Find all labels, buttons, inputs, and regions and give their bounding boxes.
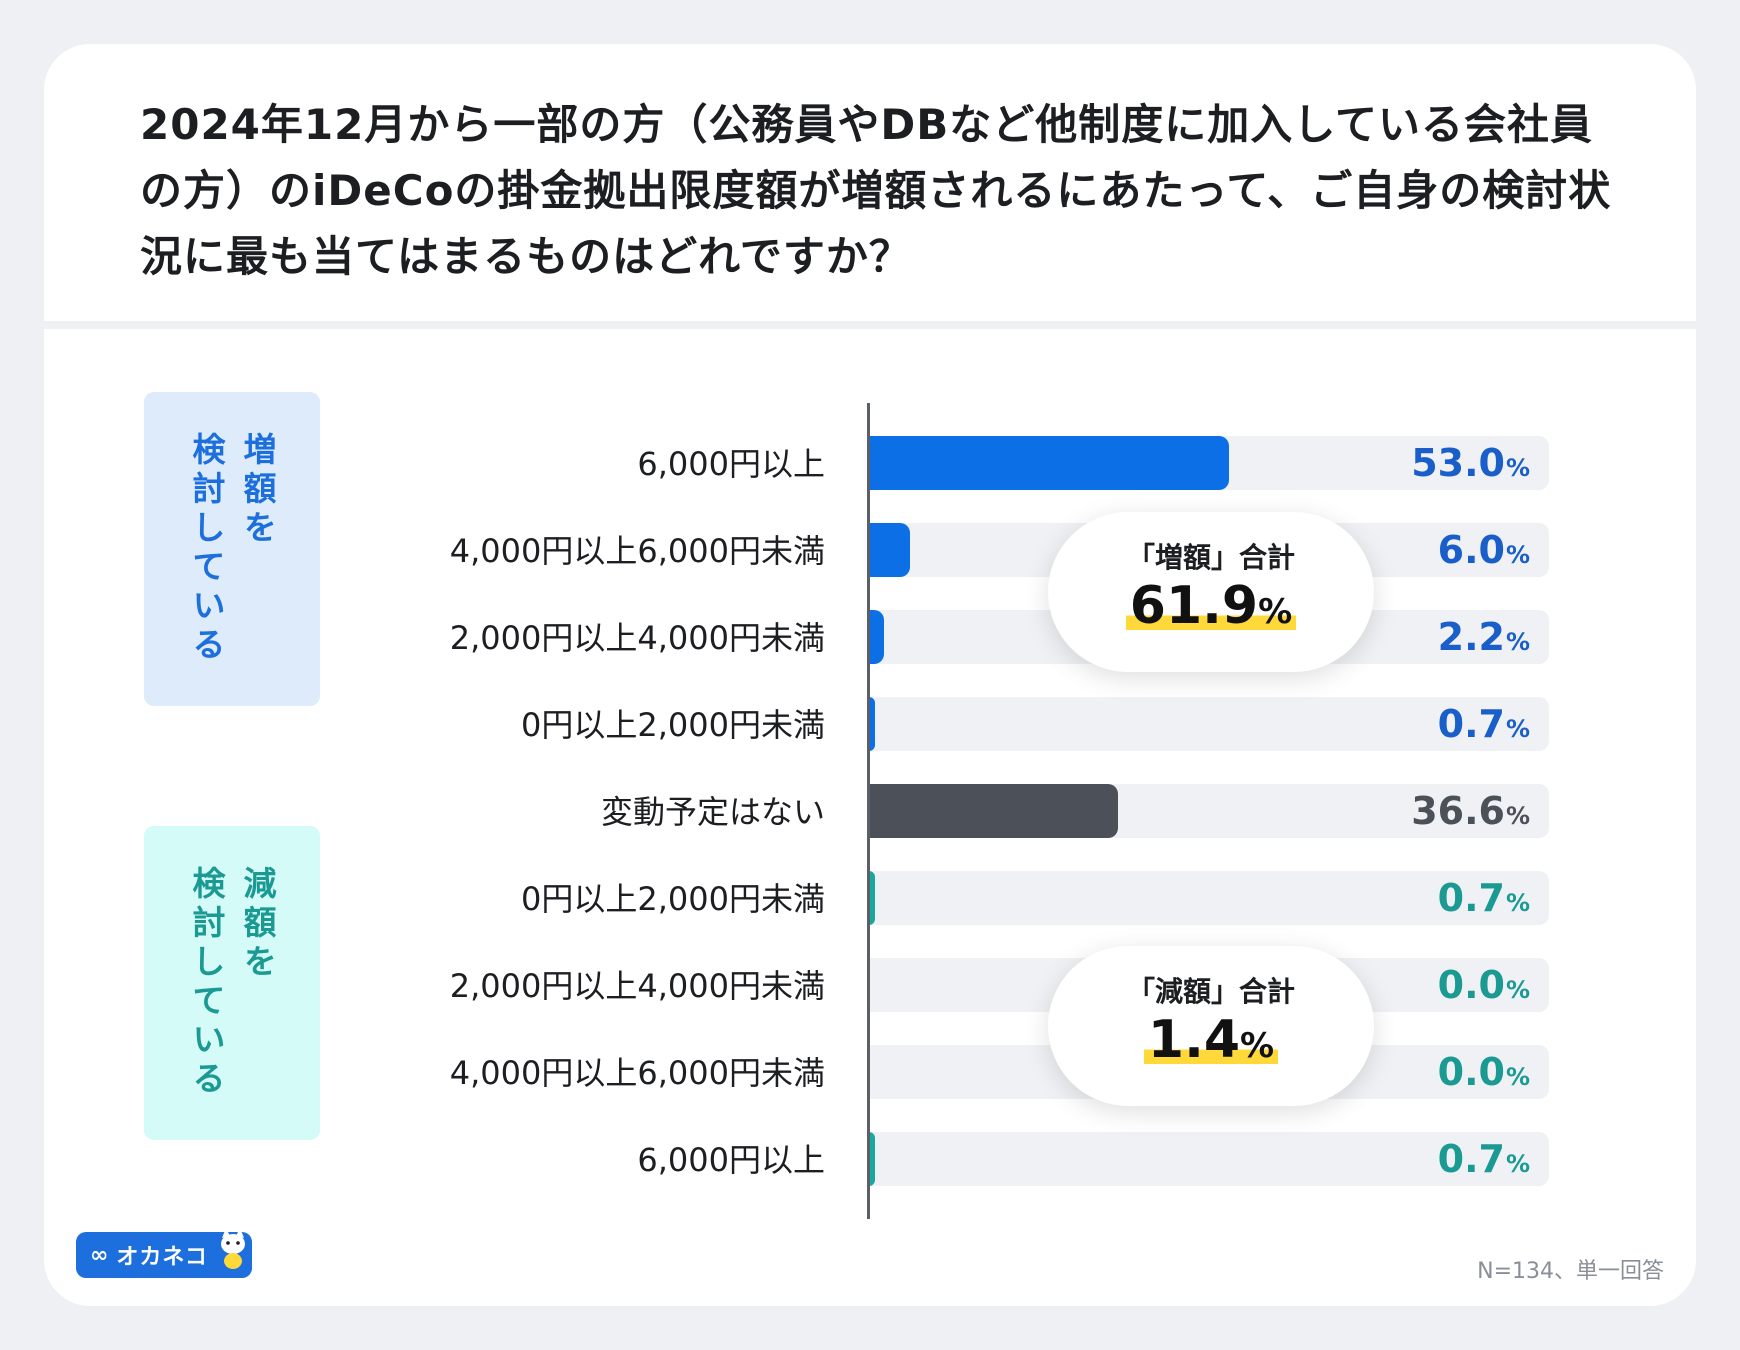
okaneko-logo: ∞ オカネコ (76, 1228, 252, 1278)
category-label: 2,000円以上4,000円未満 (449, 967, 825, 1005)
group-label-decrease: 減額を 検討している (144, 826, 320, 1140)
group-decrease-line1: 減額を (238, 866, 277, 983)
subtotal-decrease-label: 「減額」合計 (1126, 975, 1295, 1008)
cat-mascot-icon (221, 1228, 245, 1269)
category-label: 2,000円以上4,000円未満 (449, 619, 825, 657)
category-label: 6,000円以上 (637, 1141, 825, 1179)
subtotal-decrease-value: 1.4% (1048, 1010, 1374, 1070)
value-label: 0.7% (1437, 876, 1530, 920)
bar (869, 784, 1118, 838)
bar-track (869, 1132, 1549, 1186)
infinity-icon: ∞ (90, 1242, 109, 1268)
bar (869, 1132, 875, 1186)
bar-track (869, 697, 1549, 751)
subtotal-increase-label: 「増額」合計 (1126, 541, 1295, 574)
subtotal-increase-bubble: 「増額」合計 61.9% (1048, 512, 1374, 672)
question-title: 2024年12月から一部の方（公務員やDBなど他制度に加入している会社員の方）の… (140, 100, 1612, 281)
bar (869, 697, 875, 751)
category-label: 6,000円以上 (637, 445, 825, 483)
value-label: 53.0% (1411, 441, 1530, 485)
value-label: 6.0% (1437, 528, 1530, 572)
bar (869, 523, 910, 577)
value-label: 0.0% (1437, 1050, 1530, 1094)
title-area: 2024年12月から一部の方（公務員やDBなど他制度に加入している会社員の方）の… (44, 44, 1696, 321)
subtotal-increase-value: 61.9% (1048, 576, 1374, 636)
sample-note: N=134、単一回答 (1477, 1259, 1664, 1284)
category-label: 4,000円以上6,000円未満 (449, 1054, 825, 1092)
category-label: 0円以上2,000円未満 (521, 880, 825, 918)
chart-axis-line (867, 403, 870, 1219)
bar (869, 871, 875, 925)
value-label: 0.7% (1437, 702, 1530, 746)
bar (869, 436, 1230, 490)
group-increase-line1: 増額を (238, 432, 277, 549)
value-label: 0.0% (1437, 963, 1530, 1007)
bar-track (869, 871, 1549, 925)
bar (869, 610, 884, 664)
value-label: 2.2% (1437, 615, 1530, 659)
group-increase-line2: 検討している (187, 432, 226, 666)
category-label: 4,000円以上6,000円未満 (449, 532, 825, 570)
category-label: 変動予定はない (600, 793, 825, 831)
logo-text: オカネコ (116, 1245, 208, 1270)
value-label: 0.7% (1437, 1137, 1530, 1181)
value-label: 36.6% (1411, 789, 1530, 833)
header-divider (44, 321, 1696, 329)
category-label: 0円以上2,000円未満 (521, 706, 825, 744)
group-decrease-line2: 検討している (187, 866, 226, 1100)
group-label-increase: 増額を 検討している (144, 392, 320, 706)
subtotal-decrease-bubble: 「減額」合計 1.4% (1048, 946, 1374, 1106)
